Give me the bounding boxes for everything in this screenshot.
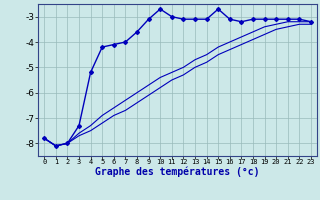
X-axis label: Graphe des températures (°c): Graphe des températures (°c) [95, 166, 260, 177]
